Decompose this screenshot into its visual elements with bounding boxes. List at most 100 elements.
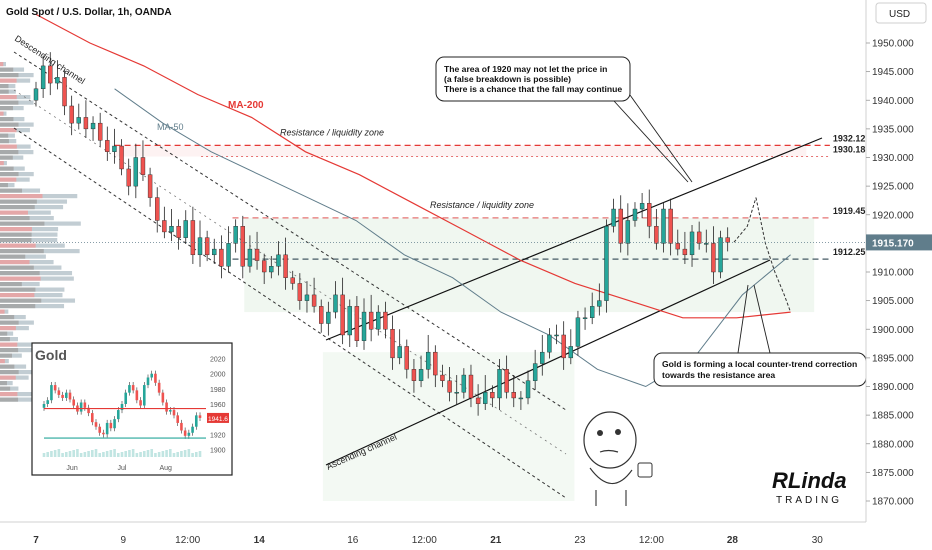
candle-body (97, 122, 103, 141)
volume-bar (0, 221, 45, 226)
inset-y-tick: 1920 (210, 432, 226, 439)
candle-body (340, 294, 345, 336)
candle-body (540, 351, 545, 364)
candle (326, 301, 331, 336)
x-tick-label: 12:00 (639, 535, 664, 546)
volume-bar (0, 309, 5, 314)
candle (368, 294, 374, 342)
volume-bar (0, 122, 19, 127)
candle-body (276, 254, 281, 267)
candle-body (568, 346, 574, 359)
candle (112, 128, 117, 164)
candle (725, 227, 730, 252)
candle-body (219, 248, 224, 267)
candle (618, 195, 623, 253)
candle (561, 321, 566, 370)
candle (269, 255, 274, 279)
inset-volume-bar (50, 451, 53, 457)
x-tick-label: 21 (490, 535, 502, 546)
candle-body (397, 346, 402, 359)
volume-bar (0, 155, 13, 160)
inset-candle (98, 426, 102, 433)
candle (661, 202, 666, 253)
candle (33, 81, 39, 107)
candle-body (62, 77, 67, 107)
inset-candle (116, 410, 120, 420)
inset-volume-bar (150, 449, 154, 457)
candle (140, 140, 146, 181)
candle-body (454, 392, 459, 394)
y-tick-label: 1900.000 (872, 325, 914, 336)
volume-bar (0, 271, 40, 276)
inset-volume-bar (154, 453, 157, 457)
brand-logo-bottom: TRADING (776, 495, 842, 506)
inset-volume-bar (83, 452, 87, 457)
volume-bar (0, 216, 30, 221)
inset-volume-bar (183, 450, 187, 457)
inset-y-tick: 2020 (210, 357, 226, 364)
candle (518, 391, 524, 410)
callout-text: Gold is forming a local counter-trend co… (662, 359, 857, 369)
candle (62, 70, 67, 116)
candle (40, 55, 46, 98)
y-tick-label: 1895.000 (872, 353, 914, 364)
candle-body (40, 65, 46, 90)
candle-body (604, 225, 609, 301)
inset-candle (157, 382, 161, 393)
currency-button-frame[interactable] (875, 2, 927, 24)
candle (119, 139, 124, 176)
brand-logo: RLinda TRADING (772, 468, 847, 506)
inset-candle (61, 394, 64, 398)
volume-bar (0, 249, 44, 254)
candle (376, 305, 381, 336)
inset-y-tick: 1900 (210, 447, 226, 454)
callout-pointer (613, 100, 689, 183)
candle-body (254, 248, 260, 261)
inset-candle (124, 392, 128, 404)
inset-volume-bar (176, 452, 180, 457)
candle-body (404, 346, 409, 370)
ascending-channel-lower (325, 259, 771, 466)
candle-body (632, 208, 638, 221)
meme-face-illustration (583, 411, 653, 506)
inset-price-badge (207, 412, 229, 423)
volume-bar (0, 232, 32, 237)
candle (76, 103, 81, 130)
inset-candle (191, 426, 194, 433)
candle-body (190, 220, 196, 256)
candle (447, 367, 452, 402)
candle-body (639, 203, 645, 210)
candle-body (511, 392, 516, 399)
y-tick-label: 1885.000 (872, 411, 914, 422)
inset-volume-bar (64, 452, 68, 457)
candle (483, 375, 488, 410)
candle (340, 277, 345, 345)
candle (212, 238, 217, 264)
candle-body (269, 266, 274, 273)
volume-bar (0, 111, 4, 116)
currency-button[interactable]: USD (875, 2, 927, 24)
candle-body (618, 208, 623, 244)
y-tick-label: 1935.000 (872, 124, 914, 135)
brand-logo-top: RLinda (772, 468, 847, 493)
inset-volume-bar (76, 449, 79, 457)
inset-chart: Gold20202000198019601940192019001941.6Ju… (31, 342, 233, 476)
annotations-layer: The area of 1920 may not let the price i… (435, 56, 867, 387)
candle (162, 206, 167, 239)
candle-body (240, 225, 245, 267)
candle-body (162, 220, 167, 233)
candle (468, 364, 474, 408)
candle (276, 241, 281, 276)
candle-body (290, 277, 295, 284)
volume-bar (0, 364, 15, 369)
inset-candle (120, 404, 124, 411)
inset-volume-bar (87, 451, 90, 457)
candle (497, 359, 502, 410)
cup-icon (637, 462, 653, 478)
volume-bar (0, 100, 19, 105)
candle-body (661, 208, 666, 244)
candle (525, 370, 531, 405)
